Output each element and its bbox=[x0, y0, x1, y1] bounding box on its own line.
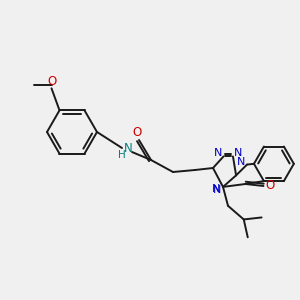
Text: H: H bbox=[118, 150, 126, 160]
Text: N: N bbox=[213, 185, 221, 195]
Text: O: O bbox=[266, 179, 275, 193]
Text: N: N bbox=[212, 184, 220, 194]
Text: N: N bbox=[124, 142, 132, 154]
Text: N: N bbox=[214, 148, 223, 158]
Text: N: N bbox=[234, 148, 242, 158]
Text: O: O bbox=[47, 75, 56, 88]
Text: N: N bbox=[237, 157, 245, 166]
Text: O: O bbox=[132, 127, 142, 140]
